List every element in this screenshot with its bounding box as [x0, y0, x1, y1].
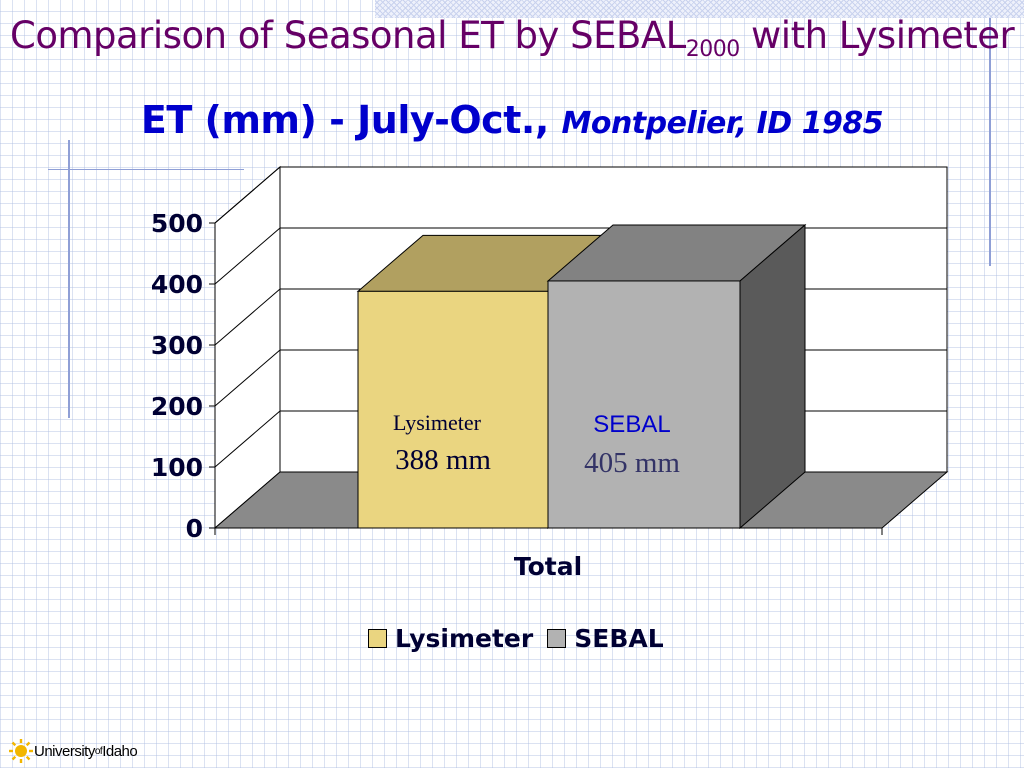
bar-sebal — [547, 280, 741, 529]
sun-logo-icon — [9, 739, 33, 763]
legend-item-lysimeter: Lysimeter — [368, 624, 533, 653]
legend-label-sebal: SEBAL — [574, 624, 664, 653]
title-end: with Lysimeter — [739, 14, 1015, 57]
data-label-sebal-name: SEBAL — [593, 411, 670, 438]
y-tick-label: 400 — [151, 270, 203, 299]
bar-lysimeter — [357, 290, 549, 529]
slide-title: Comparison of Seasonal ET by SEBAL2000 w… — [10, 14, 1015, 62]
data-label-sebal-value: 405 mm — [584, 447, 680, 479]
y-tick-label: 0 — [186, 514, 203, 543]
gridline-side — [214, 410, 281, 468]
logo-text-of: of — [94, 745, 103, 757]
data-label-lysimeter-value: 388 mm — [395, 444, 491, 476]
y-tick-label: 300 — [151, 331, 203, 360]
legend-swatch-sebal — [547, 629, 567, 648]
legend-swatch-lysimeter — [368, 629, 387, 648]
gridline-side — [214, 227, 281, 285]
decor-line-left — [68, 140, 70, 418]
legend-label-lysimeter: Lysimeter — [395, 624, 534, 653]
decor-line-horizontal — [48, 169, 244, 170]
chart-legend: Lysimeter SEBAL — [368, 624, 678, 653]
chart-side-wall — [214, 165, 281, 530]
y-tick-label: 200 — [151, 392, 203, 421]
gridline-side — [214, 166, 281, 224]
decor-line-right — [989, 18, 991, 266]
subtitle-main: ET (mm) - July-Oct., — [140, 98, 562, 142]
gridline-side — [214, 288, 281, 346]
y-tick-label: 100 — [151, 453, 203, 482]
data-label-lysimeter-name: Lysimeter — [393, 410, 482, 435]
legend-item-sebal: SEBAL — [547, 624, 664, 653]
gridline-side — [214, 349, 281, 407]
university-logo: University of Idaho — [8, 738, 138, 764]
y-tick-label: 500 — [151, 209, 203, 238]
slide-subtitle: ET (mm) - July-Oct., Montpelier, ID 1985 — [0, 98, 1024, 142]
subtitle-place: Montpelier, ID 1985 — [561, 106, 884, 141]
corner-pattern — [375, 0, 1024, 18]
logo-text-idaho: Idaho — [102, 742, 138, 760]
title-main: Comparison of Seasonal ET by SEBAL — [10, 14, 686, 57]
x-category-label: Total — [514, 552, 582, 581]
title-subscript: 2000 — [685, 37, 741, 62]
logo-text-university: University — [34, 742, 95, 760]
